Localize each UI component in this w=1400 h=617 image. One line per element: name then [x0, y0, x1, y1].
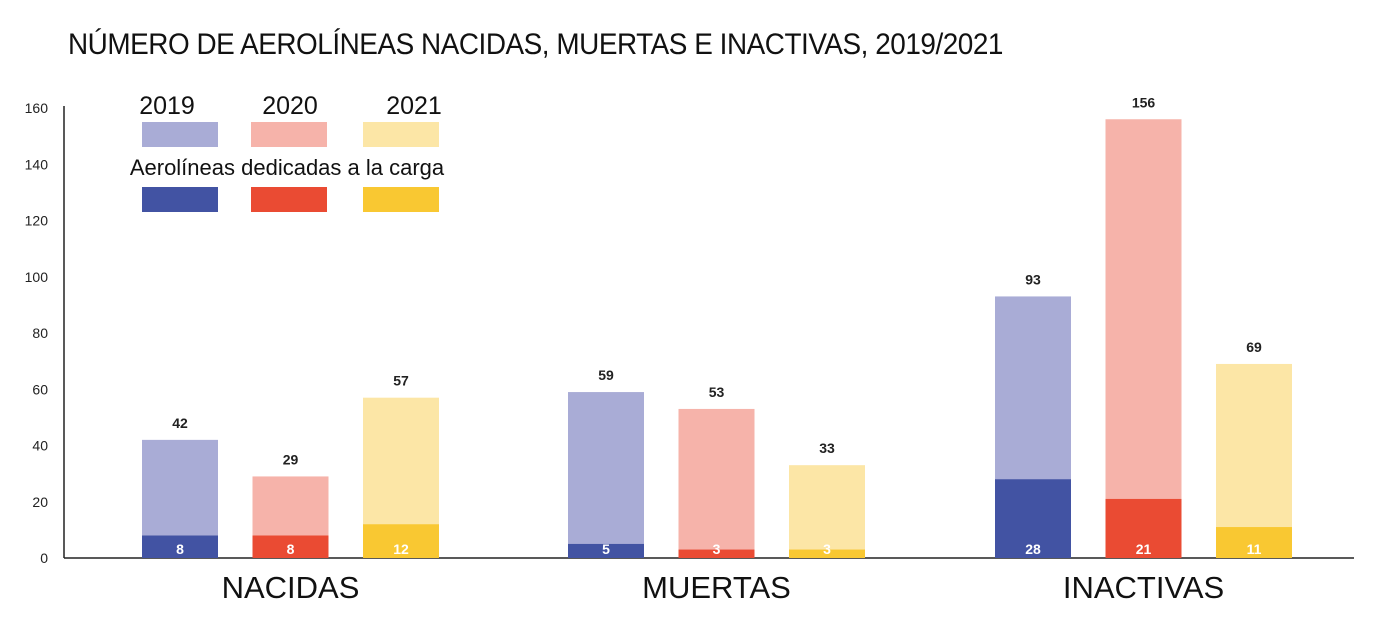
bar-total-label: 42 [172, 415, 188, 431]
bar-total [1105, 119, 1182, 558]
bar-cargo [789, 549, 865, 558]
bar-cargo-label: 28 [1025, 541, 1041, 557]
legend-year-2019: 2019 [139, 92, 195, 120]
bar-total-label: 29 [283, 451, 299, 467]
bar-total-label: 33 [819, 440, 835, 456]
y-tick-label: 40 [32, 438, 48, 454]
bar-cargo [678, 549, 755, 558]
bar-total-label: 93 [1025, 271, 1041, 287]
legend-swatch-2019 [142, 122, 218, 147]
bar-total [678, 408, 755, 558]
bar-total-label: 156 [1132, 94, 1156, 110]
bar-total [1216, 363, 1292, 558]
bar-cargo-label: 3 [823, 541, 831, 557]
x-category-label: INACTIVAS [1063, 570, 1224, 605]
legend-year-2021: 2021 [386, 92, 442, 120]
y-tick-label: 100 [25, 269, 49, 285]
legend-swatch-cargo-2021 [363, 187, 439, 212]
legend-swatch-cargo-2019 [142, 187, 218, 212]
x-category-label: NACIDAS [222, 570, 360, 605]
bar-cargo-label: 8 [176, 541, 184, 557]
y-tick-label: 20 [32, 494, 48, 510]
bar-cargo [1105, 498, 1182, 558]
legend: 2019 2020 2021 Aerolíneas dedicadas a la… [130, 92, 445, 212]
legend-cargo-label: Aerolíneas dedicadas a la carga [130, 155, 445, 180]
legend-swatch-cargo-2020 [251, 187, 327, 212]
bar-cargo [142, 535, 218, 558]
bar-cargo-label: 11 [1247, 541, 1262, 557]
x-category-label: MUERTAS [642, 570, 791, 605]
bar-cargo-label: 12 [393, 541, 409, 557]
bar-cargo-label: 21 [1136, 541, 1152, 557]
bar-cargo-label: 8 [287, 541, 295, 557]
y-tick-label: 140 [25, 156, 49, 172]
bar-total-label: 69 [1246, 339, 1262, 355]
bar-total-label: 59 [598, 367, 614, 383]
bar-cargo-label: 5 [602, 541, 610, 557]
bar-cargo [1216, 527, 1292, 558]
legend-swatch-2020 [251, 122, 327, 147]
y-tick-label: 80 [32, 325, 48, 341]
bar-total-label: 57 [393, 373, 409, 389]
bar-total-label: 53 [709, 384, 725, 400]
y-tick-label: 0 [40, 550, 48, 566]
y-tick-label: 120 [25, 213, 49, 229]
bar-total [789, 465, 865, 558]
legend-year-2020: 2020 [262, 92, 318, 120]
y-tick-label: 160 [25, 100, 49, 116]
bar-cargo [568, 543, 644, 558]
legend-swatch-2021 [363, 122, 439, 147]
y-tick-label: 60 [32, 381, 48, 397]
bar-cargo [995, 479, 1071, 558]
bar-cargo-label: 3 [713, 541, 721, 557]
chart-title: NÚMERO DE AEROLÍNEAS NACIDAS, MUERTAS E … [68, 28, 1003, 61]
bar-cargo [252, 535, 329, 558]
bar-cargo [363, 524, 439, 558]
bar-total [568, 392, 644, 558]
